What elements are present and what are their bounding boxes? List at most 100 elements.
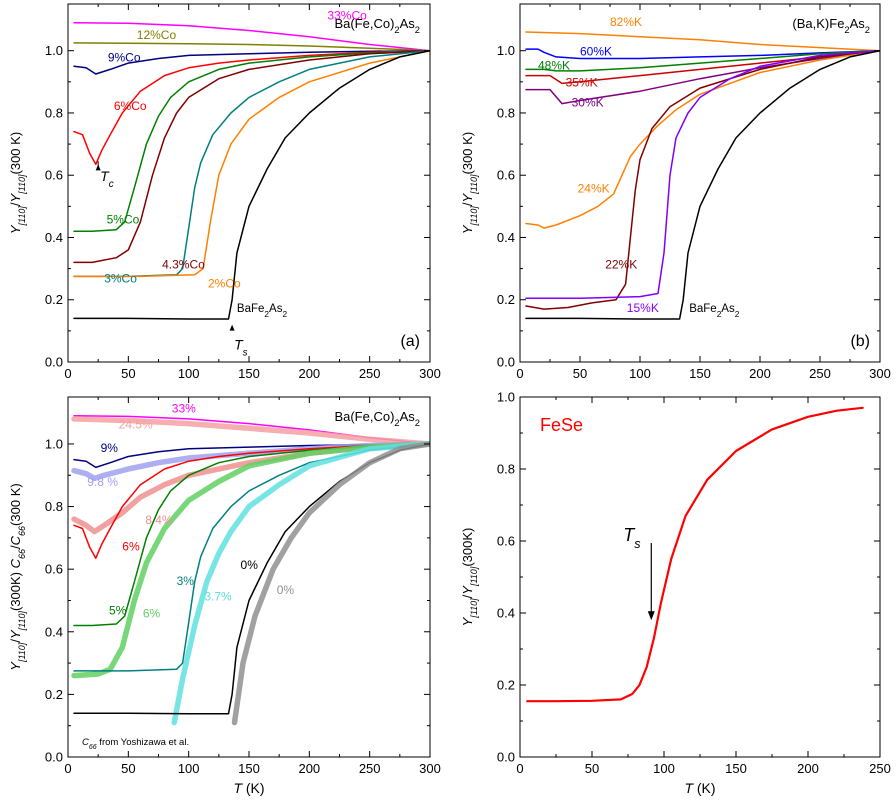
y-tick-label: 0.8 (45, 499, 63, 514)
series-group-d (526, 406, 864, 703)
series-group-c (71, 415, 430, 726)
x-tick-label: 250 (359, 761, 381, 776)
y-tick-label: 1.0 (497, 43, 515, 58)
series-label-b-6: 22%K (605, 258, 637, 272)
series-label-c-2: 9% (101, 441, 119, 455)
panel-label-a: (a) (400, 333, 420, 350)
series-line-c-10 (73, 443, 430, 715)
series-label-c-8: 3% (177, 574, 195, 588)
y-axis-label-b: Y[110]/Y[110](300 K) (460, 132, 479, 234)
series-label-c-10: 0% (241, 558, 259, 572)
series-label-c-3: 9.8 % (87, 475, 118, 489)
x-tick-label: 100 (178, 761, 200, 776)
series-label-c-4: 8.4% (145, 513, 173, 527)
chart-title-a: Ba(Fe,Co)2As2 (334, 16, 420, 35)
series-line-d-0 (526, 406, 864, 703)
series-label-c-11: 0% (277, 583, 295, 597)
y-axis-label-text: Y[110]/Y[110](300K) C66/C66(300 K) (8, 483, 27, 670)
series-label-b-7: 15%K (627, 301, 659, 315)
y-tick-label: 0.8 (497, 105, 515, 120)
y-axis-label-d: Y[110]/Y[110](300K) (460, 528, 479, 627)
series-line-a-7 (73, 49, 430, 278)
chart-a: 0 50 100 150 200 250 300 0.0 0.2 0.4 0.6 0.8 1.0 Y[11… (8, 3, 441, 381)
x-tick-label: 0 (516, 761, 523, 776)
y-tick-label: 0.0 (497, 355, 515, 370)
series-line-b-2 (525, 49, 880, 72)
series-line-b-8 (525, 49, 880, 320)
x-tick-label: 0 (64, 366, 71, 381)
series-line-c-7 (71, 441, 430, 679)
series-label-c-9: 3.7% (204, 589, 232, 603)
panel-label-b: (b) (850, 333, 870, 350)
series-line-a-4 (73, 49, 430, 233)
series-label-a-6: 3%Co (104, 272, 137, 286)
series-line-b-7 (525, 49, 880, 299)
series-line-b-6 (525, 49, 880, 310)
x-tick-label: 150 (238, 366, 260, 381)
series-label-c-6: 5% (109, 604, 127, 618)
series-group-b (525, 31, 880, 320)
chart-title-b: (Ba,K)Fe2As2 (792, 16, 870, 35)
series-label-b-3: 35%K (566, 75, 598, 89)
series-line-c-9 (171, 441, 430, 726)
series-line-a-2 (73, 49, 430, 75)
y-tick-label: 0.8 (497, 462, 515, 477)
x-tick-label: 200 (298, 761, 320, 776)
x-tick-label: 300 (419, 366, 441, 381)
series-line-a-0 (73, 21, 430, 52)
y-tick-label: 0.2 (45, 292, 63, 307)
chart-b: 0 50 100 150 200 250 300 0.0 0.2 0.4 0.6 0.8 1.0 Y[11… (460, 3, 891, 381)
y-axis-label-c: Y[110]/Y[110](300K) C66/C66(300 K) (8, 483, 27, 670)
x-tick-label: 100 (629, 366, 651, 381)
series-label-c-1: 24.5% (119, 417, 153, 431)
y-axis-label-a: Y[110]/Y[110](300 K) (8, 132, 27, 234)
series-label-b-8: BaFe2As2 (689, 303, 740, 319)
series-label-b-2: 48%K (538, 58, 570, 72)
x-tick-label: 0 (64, 761, 71, 776)
chart-title-c: Ba(Fe,Co)2As2 (334, 409, 420, 428)
series-line-b-0 (525, 31, 880, 52)
y-tick-label: 0.6 (45, 562, 63, 577)
y-tick-label: 0.6 (497, 168, 515, 183)
x-tick-label: 50 (573, 366, 587, 381)
annotation-arrow-head (647, 611, 655, 621)
series-group-a (73, 21, 430, 320)
series-line-a-1 (73, 42, 430, 52)
x-axis-label-c: T (K) (233, 780, 264, 796)
y-tick-label: 0.4 (497, 230, 515, 245)
series-line-c-1 (71, 416, 430, 447)
plot-frame-d (519, 396, 881, 758)
annotation-arrow-head (95, 164, 101, 171)
y-tick-label: 0.2 (45, 687, 63, 702)
annotation-text: Ts (623, 525, 641, 551)
footnote-c: C66 from Yoshizawa et al. (82, 737, 189, 751)
series-line-c-5 (73, 443, 430, 559)
y-tick-label: 0.0 (45, 750, 63, 765)
series-label-b-0: 82%K (610, 15, 642, 29)
y-axis-label-text: Y[110]/Y[110](300 K) (460, 132, 479, 234)
series-label-a-1: 12%Co (137, 28, 177, 42)
series-label-c-5: 6% (122, 539, 140, 553)
y-axis-label-text: Y[110]/Y[110](300K) (460, 528, 479, 627)
y-tick-label: 0.4 (45, 230, 63, 245)
x-tick-label: 300 (419, 761, 441, 776)
y-tick-label: 1.0 (497, 390, 515, 405)
y-tick-label: 0.6 (45, 168, 63, 183)
series-label-b-4: 30%K (572, 96, 604, 110)
chart-title-d: FeSe (540, 415, 583, 435)
series-label-c-7: 6% (143, 607, 161, 621)
chart-c: 0 50 100 150 200 250 300 0.0 0.2 0.4 0.6 0.8 1.0 Y[11… (8, 396, 441, 796)
x-tick-label: 50 (121, 366, 135, 381)
y-tick-label: 0.0 (45, 355, 63, 370)
series-label-a-0: 33%Co (327, 9, 367, 23)
y-tick-label: 0.2 (497, 678, 515, 693)
chart-d: 0 50 100 150 200 250 0.0 0.2 0.4 0.6 0.8 1.0 Y[110]/… (460, 390, 891, 797)
series-line-b-5 (525, 49, 880, 229)
annotation-text: Tc (100, 168, 114, 190)
series-label-a-3: 6%Co (114, 99, 147, 113)
series-label-a-5: 4.3%Co (162, 258, 205, 272)
y-tick-label: 0.2 (497, 292, 515, 307)
series-label-a-7: 2%Co (208, 276, 241, 290)
series-line-a-5 (73, 49, 430, 264)
